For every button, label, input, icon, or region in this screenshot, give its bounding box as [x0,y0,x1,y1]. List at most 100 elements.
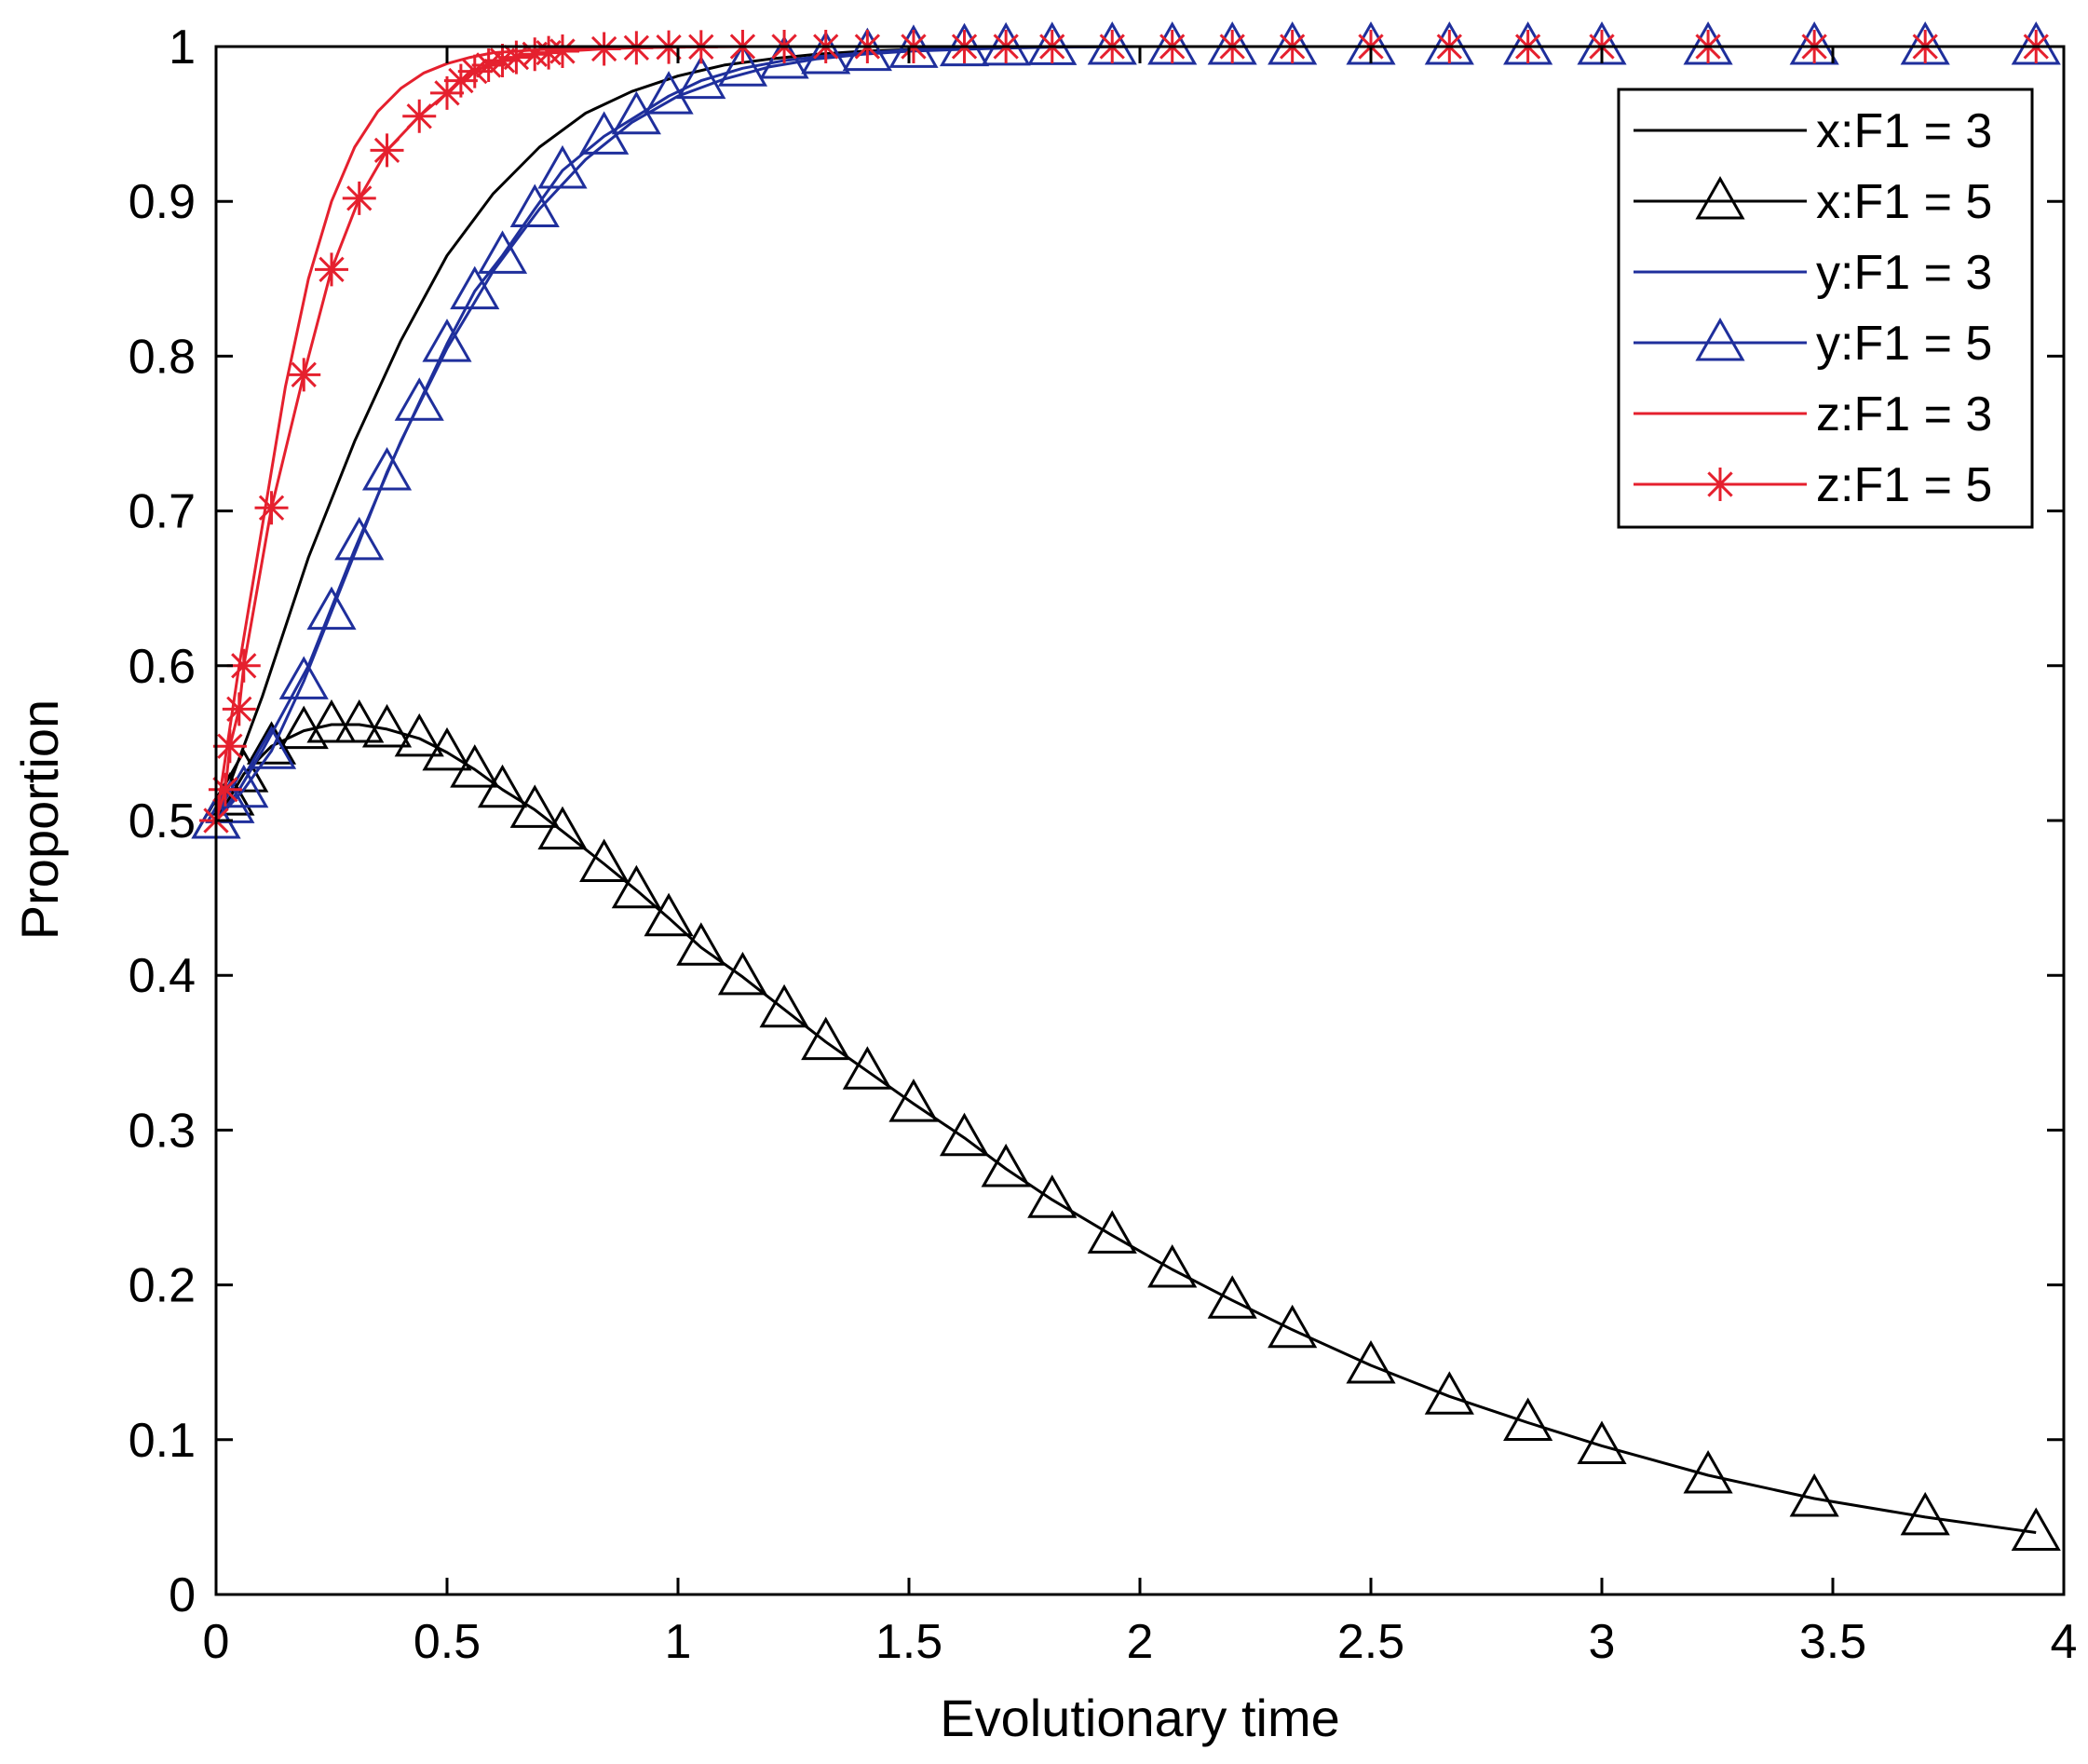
legend-item: x:F1 = 5 [1634,175,1992,229]
legend-item: z:F1 = 5 [1634,458,1992,512]
legend-label: z:F1 = 3 [1816,387,1992,441]
x-tick-label: 1.5 [875,1615,942,1669]
data-point [1027,1174,1078,1218]
data-point [450,744,500,788]
legend-marker [1703,468,1737,501]
data-point [402,99,437,133]
data-point [1268,1304,1318,1349]
legend-label: z:F1 = 5 [1816,458,1992,512]
data-point [226,648,261,683]
data-point [477,230,528,274]
axes-layer: 0 0.5 1 1.5 2 2.5 3 3.5 4 0 0.1 0.2 0.3 0.4 0.5 0.6 0.7 0… [129,20,2078,1669]
data-point [212,729,247,764]
data-point [1503,1397,1553,1442]
data-point [537,806,588,850]
data-point [315,252,348,287]
data-point [422,726,472,771]
data-point [1087,1210,1137,1254]
data-point [422,319,472,362]
x-tick-label: 4 [2051,1615,2078,1669]
data-point [939,1112,990,1157]
data-point [1147,1243,1198,1288]
data-point [254,491,289,525]
data-point [1346,1339,1396,1384]
data-point [485,43,520,77]
data-point [361,703,413,748]
x-tick-label: 3 [1589,1615,1616,1669]
data-point [1577,1420,1627,1464]
data-point [222,692,256,726]
data-point [981,21,1031,66]
data-point [842,1046,892,1090]
data-point [342,181,376,215]
x-tick-label: 0 [203,1615,230,1669]
data-point [219,764,269,808]
x-axis-title: Evolutionary time [940,1689,1340,1747]
y-tick-label: 0.4 [129,949,196,1003]
data-point [1683,1450,1733,1494]
y-tick-label: 0.3 [129,1104,196,1158]
x-tick-label: 0.5 [414,1615,481,1669]
data-point [1207,1275,1257,1319]
data-point [518,37,552,72]
legend: x:F1 = 3 x:F1 = 5 y:F1 = 3 y:F1 = 5 z:F1 = 3… [1617,88,2034,529]
legend-box [1617,88,2034,529]
data-point [334,699,385,743]
data-point [1900,1491,1950,1536]
data-point [509,784,560,828]
x-tick-label: 1 [665,1615,692,1669]
data-point [306,586,357,631]
legend-label: x:F1 = 5 [1816,175,1992,229]
legend-item: y:F1 = 3 [1634,246,1992,300]
data-point [801,1016,851,1061]
y-tick-label: 0.7 [129,485,196,539]
data-point [334,516,385,561]
y-tick-label: 0.2 [129,1259,196,1313]
data-point [2011,1507,2061,1552]
data-point [611,864,661,909]
legend-label: x:F1 = 3 [1816,104,1992,158]
legend-item: x:F1 = 3 [1634,104,1992,158]
legend-label: y:F1 = 3 [1816,246,1992,300]
data-point [361,447,413,491]
legend-label: y:F1 = 5 [1816,317,1992,371]
x-tick-label: 3.5 [1799,1615,1866,1669]
x-tick-label: 2 [1127,1615,1154,1669]
data-point [208,772,242,807]
data-point [471,47,506,82]
data-point [537,144,588,189]
data-point [644,892,694,937]
data-point [717,951,768,996]
data-point [981,1143,1031,1187]
y-tick-label: 0.6 [129,640,196,694]
legend-item: z:F1 = 3 [1634,387,1992,441]
legend-item: y:F1 = 5 [1634,317,1992,371]
data-point [278,705,329,750]
y-tick-label: 0.9 [129,175,196,229]
data-point [532,35,566,70]
data-point [888,1079,939,1122]
data-point [546,34,579,68]
data-point [509,183,560,228]
data-point [246,726,297,769]
data-point [278,656,329,699]
y-tick-label: 0 [169,1568,196,1622]
data-point [676,922,726,966]
data-point [1027,21,1078,65]
data-point [499,40,534,75]
data-point [306,699,357,743]
data-point [587,32,621,66]
data-point [394,377,444,421]
data-point [457,54,492,88]
data-point [477,764,528,808]
data-point [579,838,630,883]
data-point [443,63,478,98]
data-point [370,133,404,168]
data-point [717,43,768,87]
y-axis-title: Proportion [10,699,69,940]
y-tick-label: 1 [169,20,196,75]
data-point [676,55,726,100]
data-point [394,712,444,757]
data-point [287,358,321,392]
